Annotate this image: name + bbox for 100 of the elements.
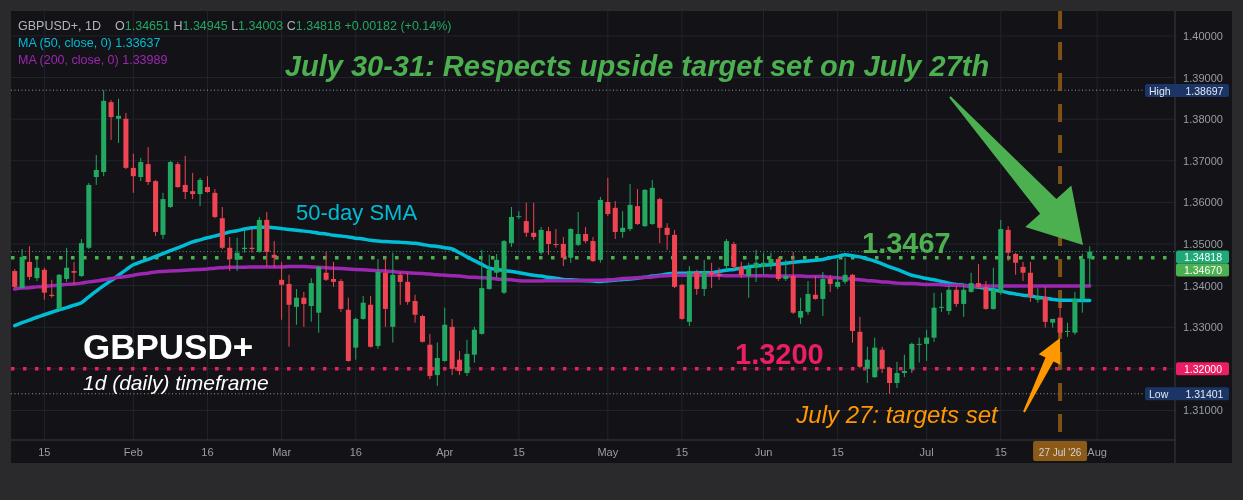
candlestick	[360, 295, 366, 321]
candlestick	[115, 98, 122, 144]
candlestick	[405, 272, 411, 306]
x-tick-label: 16	[201, 446, 214, 458]
candlestick	[323, 251, 329, 282]
candlestick	[145, 146, 151, 186]
x-tick-label: 15	[38, 446, 51, 458]
candlestick	[761, 252, 767, 276]
candlestick	[835, 258, 841, 290]
y-tick-label: 1.33000	[1183, 321, 1223, 334]
candlestick	[879, 346, 885, 374]
candlestick	[812, 275, 818, 301]
candlestick	[634, 188, 640, 226]
candlestick	[1057, 301, 1063, 338]
x-tick-label: 15	[994, 446, 1007, 458]
candlestick	[108, 99, 114, 141]
x-tick-label: Aug	[1087, 446, 1107, 458]
candlestick	[227, 236, 233, 272]
text: MA (50, close, 0) 1.33637	[18, 36, 161, 50]
candlestick	[961, 284, 967, 318]
candlestick	[516, 210, 522, 220]
annotation: July 27: targets set	[795, 401, 1000, 428]
candlestick	[805, 280, 811, 316]
candlestick	[457, 350, 463, 376]
ref-line-label: 1.34818	[1184, 251, 1223, 264]
candlestick	[34, 258, 40, 282]
text: GBPUSD+, 1D	[18, 19, 102, 33]
x-tick-label: 16	[349, 446, 362, 458]
candlestick	[953, 285, 959, 308]
candlestick	[701, 259, 707, 297]
x-tick-label: 27 Jul '26	[1038, 446, 1082, 458]
x-tick-label: Feb	[123, 446, 143, 458]
annotation: July 30-31: Respects upside target set on July 27th	[284, 50, 990, 82]
candlestick	[924, 329, 930, 362]
candlestick	[938, 292, 944, 313]
ref-line-label: 1.34670	[1184, 264, 1223, 277]
candlestick	[12, 268, 18, 289]
candlestick	[620, 210, 626, 239]
candlestick	[946, 284, 952, 316]
candlestick	[783, 259, 789, 282]
candlestick	[41, 267, 47, 301]
candlestick	[397, 271, 403, 306]
annotation: 1.3467	[862, 226, 951, 259]
candlestick	[308, 277, 314, 323]
y-tick-label: 1.34000	[1183, 279, 1223, 292]
text: O1.34651 H1.34945 L1.34003 C1.34818 +0.00182 (+0.14%)	[115, 19, 452, 33]
candlestick	[1087, 245, 1093, 286]
annotation: 1.3200	[735, 337, 824, 370]
candlestick	[138, 157, 144, 182]
candlestick	[486, 254, 492, 291]
candlestick	[575, 211, 581, 247]
candlestick	[175, 161, 181, 189]
x-tick-label: Jun	[754, 446, 773, 458]
candlestick	[64, 247, 70, 283]
candlestick	[820, 271, 826, 317]
y-tick-label: 1.35000	[1183, 238, 1223, 251]
candlestick	[523, 202, 529, 238]
candlestick	[93, 154, 99, 186]
candlestick	[190, 172, 196, 200]
x-tick-label: Apr	[436, 446, 454, 458]
candlestick	[560, 236, 566, 267]
candlestick	[983, 280, 989, 311]
candlestick	[1005, 225, 1011, 262]
x-tick-label: 15	[512, 446, 525, 458]
x-tick-label: 15	[831, 446, 844, 458]
x-tick-label: Jul	[919, 446, 934, 458]
candlestick	[753, 249, 759, 283]
candlestick	[887, 366, 893, 395]
text: High 1.38697	[1149, 84, 1224, 97]
y-tick-label: 1.36000	[1183, 196, 1223, 209]
candlestick	[71, 261, 77, 286]
y-tick-label: 1.39000	[1183, 71, 1223, 84]
annotation: GBPUSD+	[83, 327, 254, 366]
candlestick	[279, 261, 285, 321]
x-tick-label: Mar	[272, 446, 292, 458]
candlestick	[709, 262, 715, 289]
candlestick	[538, 226, 544, 256]
candlestick	[494, 253, 500, 279]
candlestick	[901, 354, 907, 378]
candlestick	[293, 288, 299, 326]
candlestick	[464, 339, 470, 377]
y-tick-label: 1.40000	[1183, 29, 1223, 42]
candlestick	[968, 272, 974, 294]
candlestick	[694, 269, 700, 296]
candlestick	[531, 202, 537, 241]
annotation: 1d (daily) timeframe	[83, 371, 269, 394]
candlestick	[1013, 252, 1019, 276]
candlestick	[731, 241, 737, 271]
ref-line-label: 1.32000	[1184, 362, 1223, 375]
candlestick	[916, 337, 922, 364]
candlestick	[746, 262, 752, 299]
x-tick-label: May	[597, 446, 619, 458]
candlestick	[605, 177, 611, 217]
candlestick	[286, 274, 292, 348]
candlestick	[798, 297, 804, 325]
y-tick-label: 1.38000	[1183, 113, 1223, 126]
candlestick	[271, 240, 277, 269]
y-tick-label: 1.37000	[1183, 154, 1223, 167]
candlestick	[330, 261, 337, 288]
candlestick	[1020, 261, 1026, 282]
